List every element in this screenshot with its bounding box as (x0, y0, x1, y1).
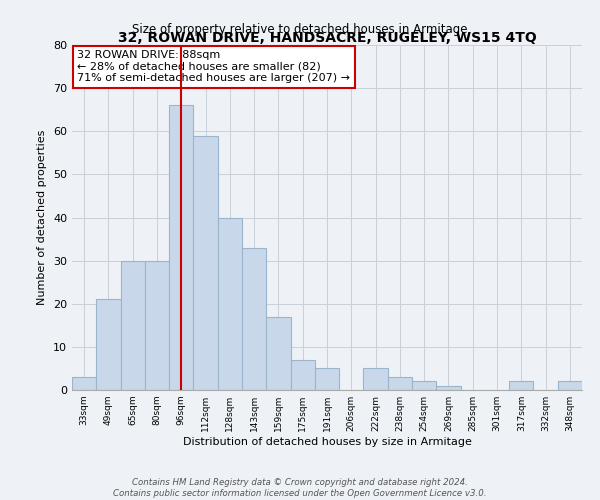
Bar (436, 386, 461, 390)
Bar (169, 106, 193, 390)
Bar (315, 368, 339, 390)
Bar (558, 382, 582, 390)
Y-axis label: Number of detached properties: Number of detached properties (37, 130, 47, 305)
X-axis label: Distribution of detached houses by size in Armitage: Distribution of detached houses by size … (182, 437, 472, 447)
Bar (266, 316, 290, 390)
Bar (121, 260, 145, 390)
Bar (193, 136, 218, 390)
Bar (242, 248, 266, 390)
Bar (218, 218, 242, 390)
Bar (72, 377, 96, 390)
Bar (290, 360, 315, 390)
Bar (509, 382, 533, 390)
Title: 32, ROWAN DRIVE, HANDSACRE, RUGELEY, WS15 4TQ: 32, ROWAN DRIVE, HANDSACRE, RUGELEY, WS1… (118, 31, 536, 45)
Bar (388, 377, 412, 390)
Bar (364, 368, 388, 390)
Bar (145, 260, 169, 390)
Text: Size of property relative to detached houses in Armitage: Size of property relative to detached ho… (132, 22, 468, 36)
Text: Contains HM Land Registry data © Crown copyright and database right 2024.
Contai: Contains HM Land Registry data © Crown c… (113, 478, 487, 498)
Bar (96, 300, 121, 390)
Bar (412, 382, 436, 390)
Text: 32 ROWAN DRIVE: 88sqm
← 28% of detached houses are smaller (82)
71% of semi-deta: 32 ROWAN DRIVE: 88sqm ← 28% of detached … (77, 50, 350, 84)
